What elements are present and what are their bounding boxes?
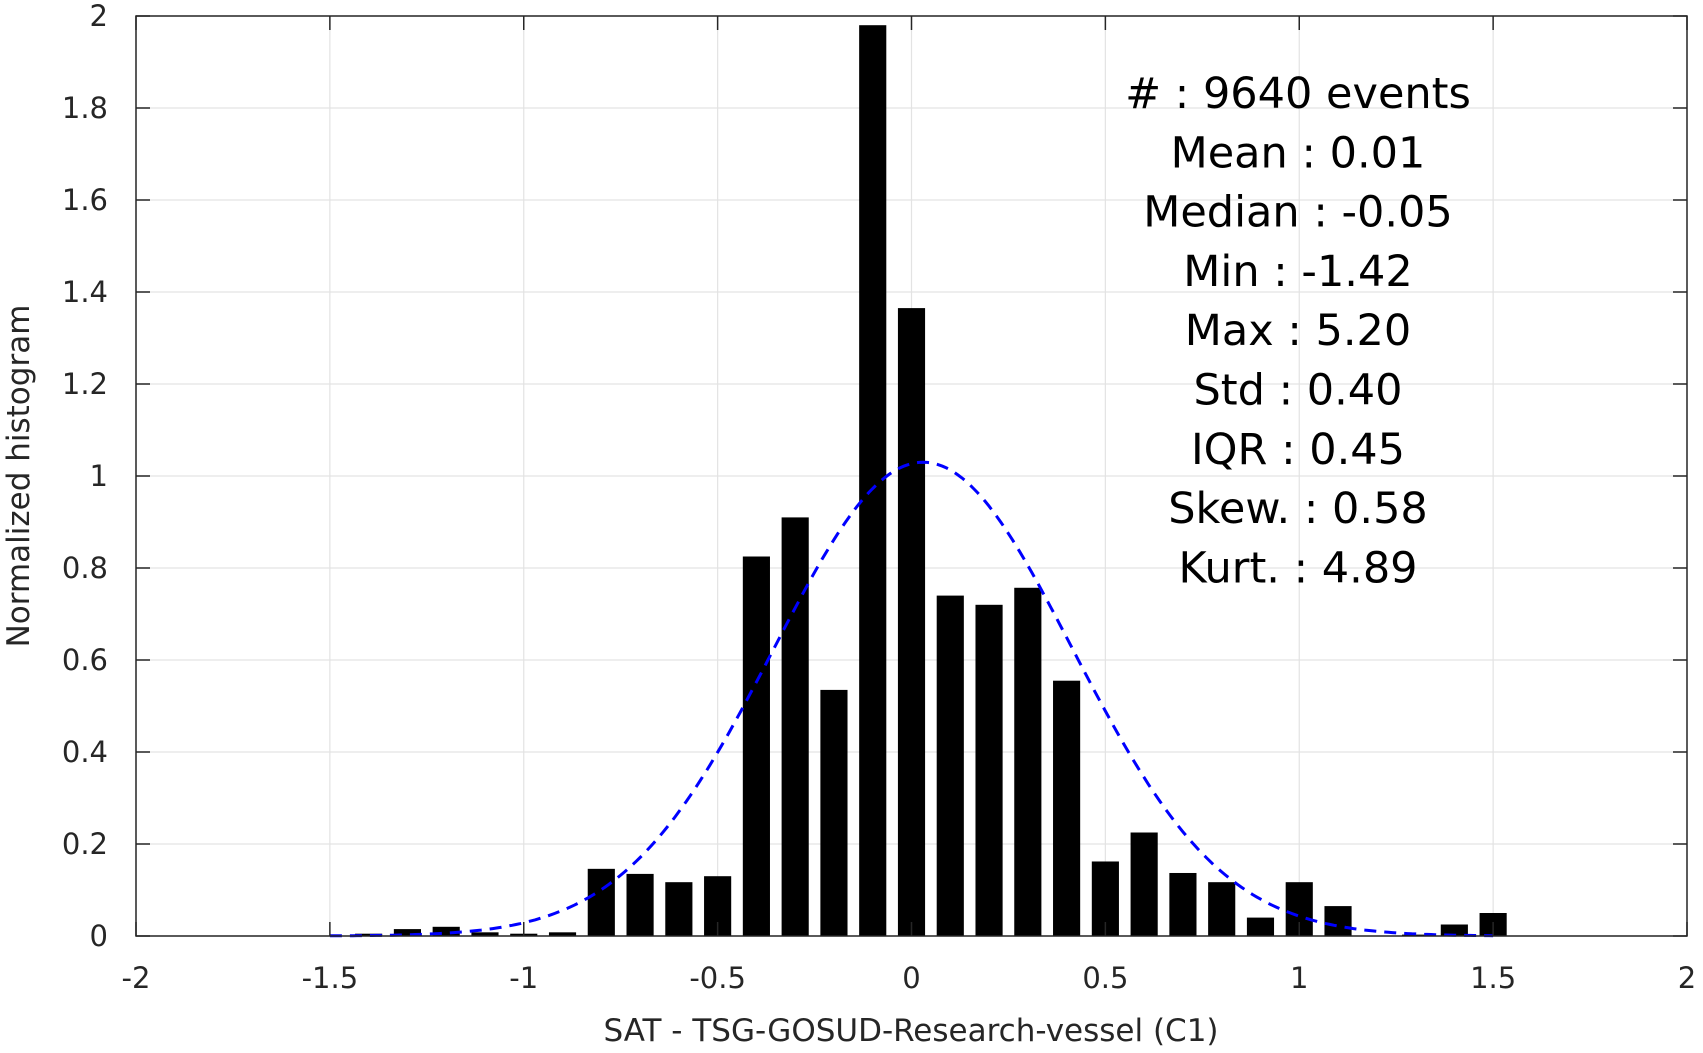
x-tick-label: 1 (1290, 961, 1308, 995)
stats-row: IQR : 0.45 (1191, 425, 1405, 475)
stats-separator: : (1273, 247, 1301, 297)
stats-row: Kurt. : 4.89 (1178, 543, 1417, 593)
x-tick-label: -1 (509, 961, 538, 995)
stats-row: Max : 5.20 (1185, 306, 1411, 356)
y-tick-label: 1.2 (62, 367, 108, 401)
y-tick-label: 0.8 (62, 551, 108, 585)
stats-row: Mean : 0.01 (1171, 128, 1426, 178)
histogram-bar (1208, 882, 1236, 936)
histogram-bar (936, 595, 964, 936)
y-tick-label: 0.4 (62, 735, 108, 769)
stats-row: Median : -0.05 (1143, 188, 1453, 238)
histogram-bar (471, 932, 499, 936)
histogram-bar (432, 926, 460, 936)
statistics-box: # : 9640 events Mean : 0.01 Median : -0.05… (1125, 69, 1471, 593)
stats-label: Median (1143, 188, 1313, 238)
stats-label: IQR (1191, 425, 1281, 475)
histogram-bar (781, 517, 809, 936)
stats-label: Std (1193, 366, 1278, 416)
y-tick-label: 1.4 (62, 275, 108, 309)
y-tick-label: 0.6 (62, 643, 108, 677)
stats-value: -1.42 (1301, 247, 1412, 297)
histogram-bar (587, 868, 615, 936)
stats-value: 5.20 (1315, 306, 1411, 356)
stats-separator: : (1294, 543, 1322, 593)
x-tick-labels: -2 -1.5 -1 -0.5 0 0.5 1 1.5 2 (122, 961, 1697, 995)
y-tick-label: 1.8 (62, 91, 108, 125)
stats-value: 0.45 (1309, 425, 1405, 475)
stats-label: Kurt. (1178, 543, 1293, 593)
stats-row: Min : -1.42 (1183, 247, 1412, 297)
histogram-bar (975, 604, 1003, 936)
stats-separator: : (1281, 425, 1309, 475)
histogram-bar (548, 932, 577, 936)
y-tick-label: 1 (90, 459, 108, 493)
y-tick-label: 2 (90, 0, 108, 33)
x-tick-label: -2 (122, 961, 151, 995)
histogram-bar (820, 689, 848, 936)
x-tick-label: -0.5 (689, 961, 746, 995)
x-tick-label: 1.5 (1470, 961, 1516, 995)
histogram-bar (1169, 872, 1197, 936)
histogram-bar (355, 933, 383, 936)
stats-row: Skew. : 0.58 (1168, 484, 1428, 534)
x-tick-label: 0 (902, 961, 920, 995)
stats-separator: : (1175, 69, 1203, 119)
stats-value: 9640 events (1203, 69, 1471, 119)
histogram-bars (355, 25, 1507, 937)
y-tick-label: 0 (90, 919, 108, 953)
histogram-bar (1053, 680, 1081, 936)
stats-value: 0.01 (1330, 128, 1426, 178)
histogram-bar (1246, 917, 1275, 936)
x-tick-label: 0.5 (1082, 961, 1128, 995)
x-tick-label: -1.5 (302, 961, 359, 995)
stats-label: Mean (1171, 128, 1302, 178)
stats-label: Skew. (1168, 484, 1304, 534)
stats-separator: : (1304, 484, 1332, 534)
stats-label: # (1125, 69, 1175, 119)
x-axis-label: SAT - TSG-GOSUD-Research-vessel (C1) (603, 1013, 1218, 1049)
stats-separator: : (1279, 366, 1307, 416)
stats-value: 0.58 (1332, 484, 1428, 534)
histogram-bar (393, 929, 421, 936)
stats-value: -0.05 (1341, 188, 1452, 238)
y-axis-label: Normalized histogram (1, 305, 37, 648)
y-tick-label: 1.6 (62, 183, 108, 217)
stats-separator: : (1301, 128, 1329, 178)
histogram-bar (1324, 906, 1352, 936)
stats-label: Max (1185, 306, 1288, 356)
histogram-bar (626, 873, 654, 936)
histogram-bar (1440, 924, 1468, 936)
stats-row: # : 9640 events (1125, 69, 1471, 119)
axis-ticks (135, 15, 1688, 937)
histogram-bar (1014, 587, 1042, 936)
x-tick-label: 2 (1678, 961, 1696, 995)
stats-value: 4.89 (1322, 543, 1418, 593)
stats-label: Min (1183, 247, 1273, 297)
histogram-bar (665, 882, 693, 936)
histogram-bar (897, 308, 926, 937)
y-tick-labels: 0 0.2 0.4 0.6 0.8 1 1.2 1.4 1.6 1.8 2 (62, 0, 108, 953)
histogram-bar (1130, 832, 1158, 936)
stats-separator: : (1287, 306, 1315, 356)
stats-value: 0.40 (1307, 366, 1403, 416)
stats-row: Std : 0.40 (1193, 366, 1402, 416)
histogram-bar (742, 556, 770, 936)
stats-separator: : (1313, 188, 1341, 238)
y-tick-label: 0.2 (62, 827, 108, 861)
histogram-bar (859, 25, 887, 936)
